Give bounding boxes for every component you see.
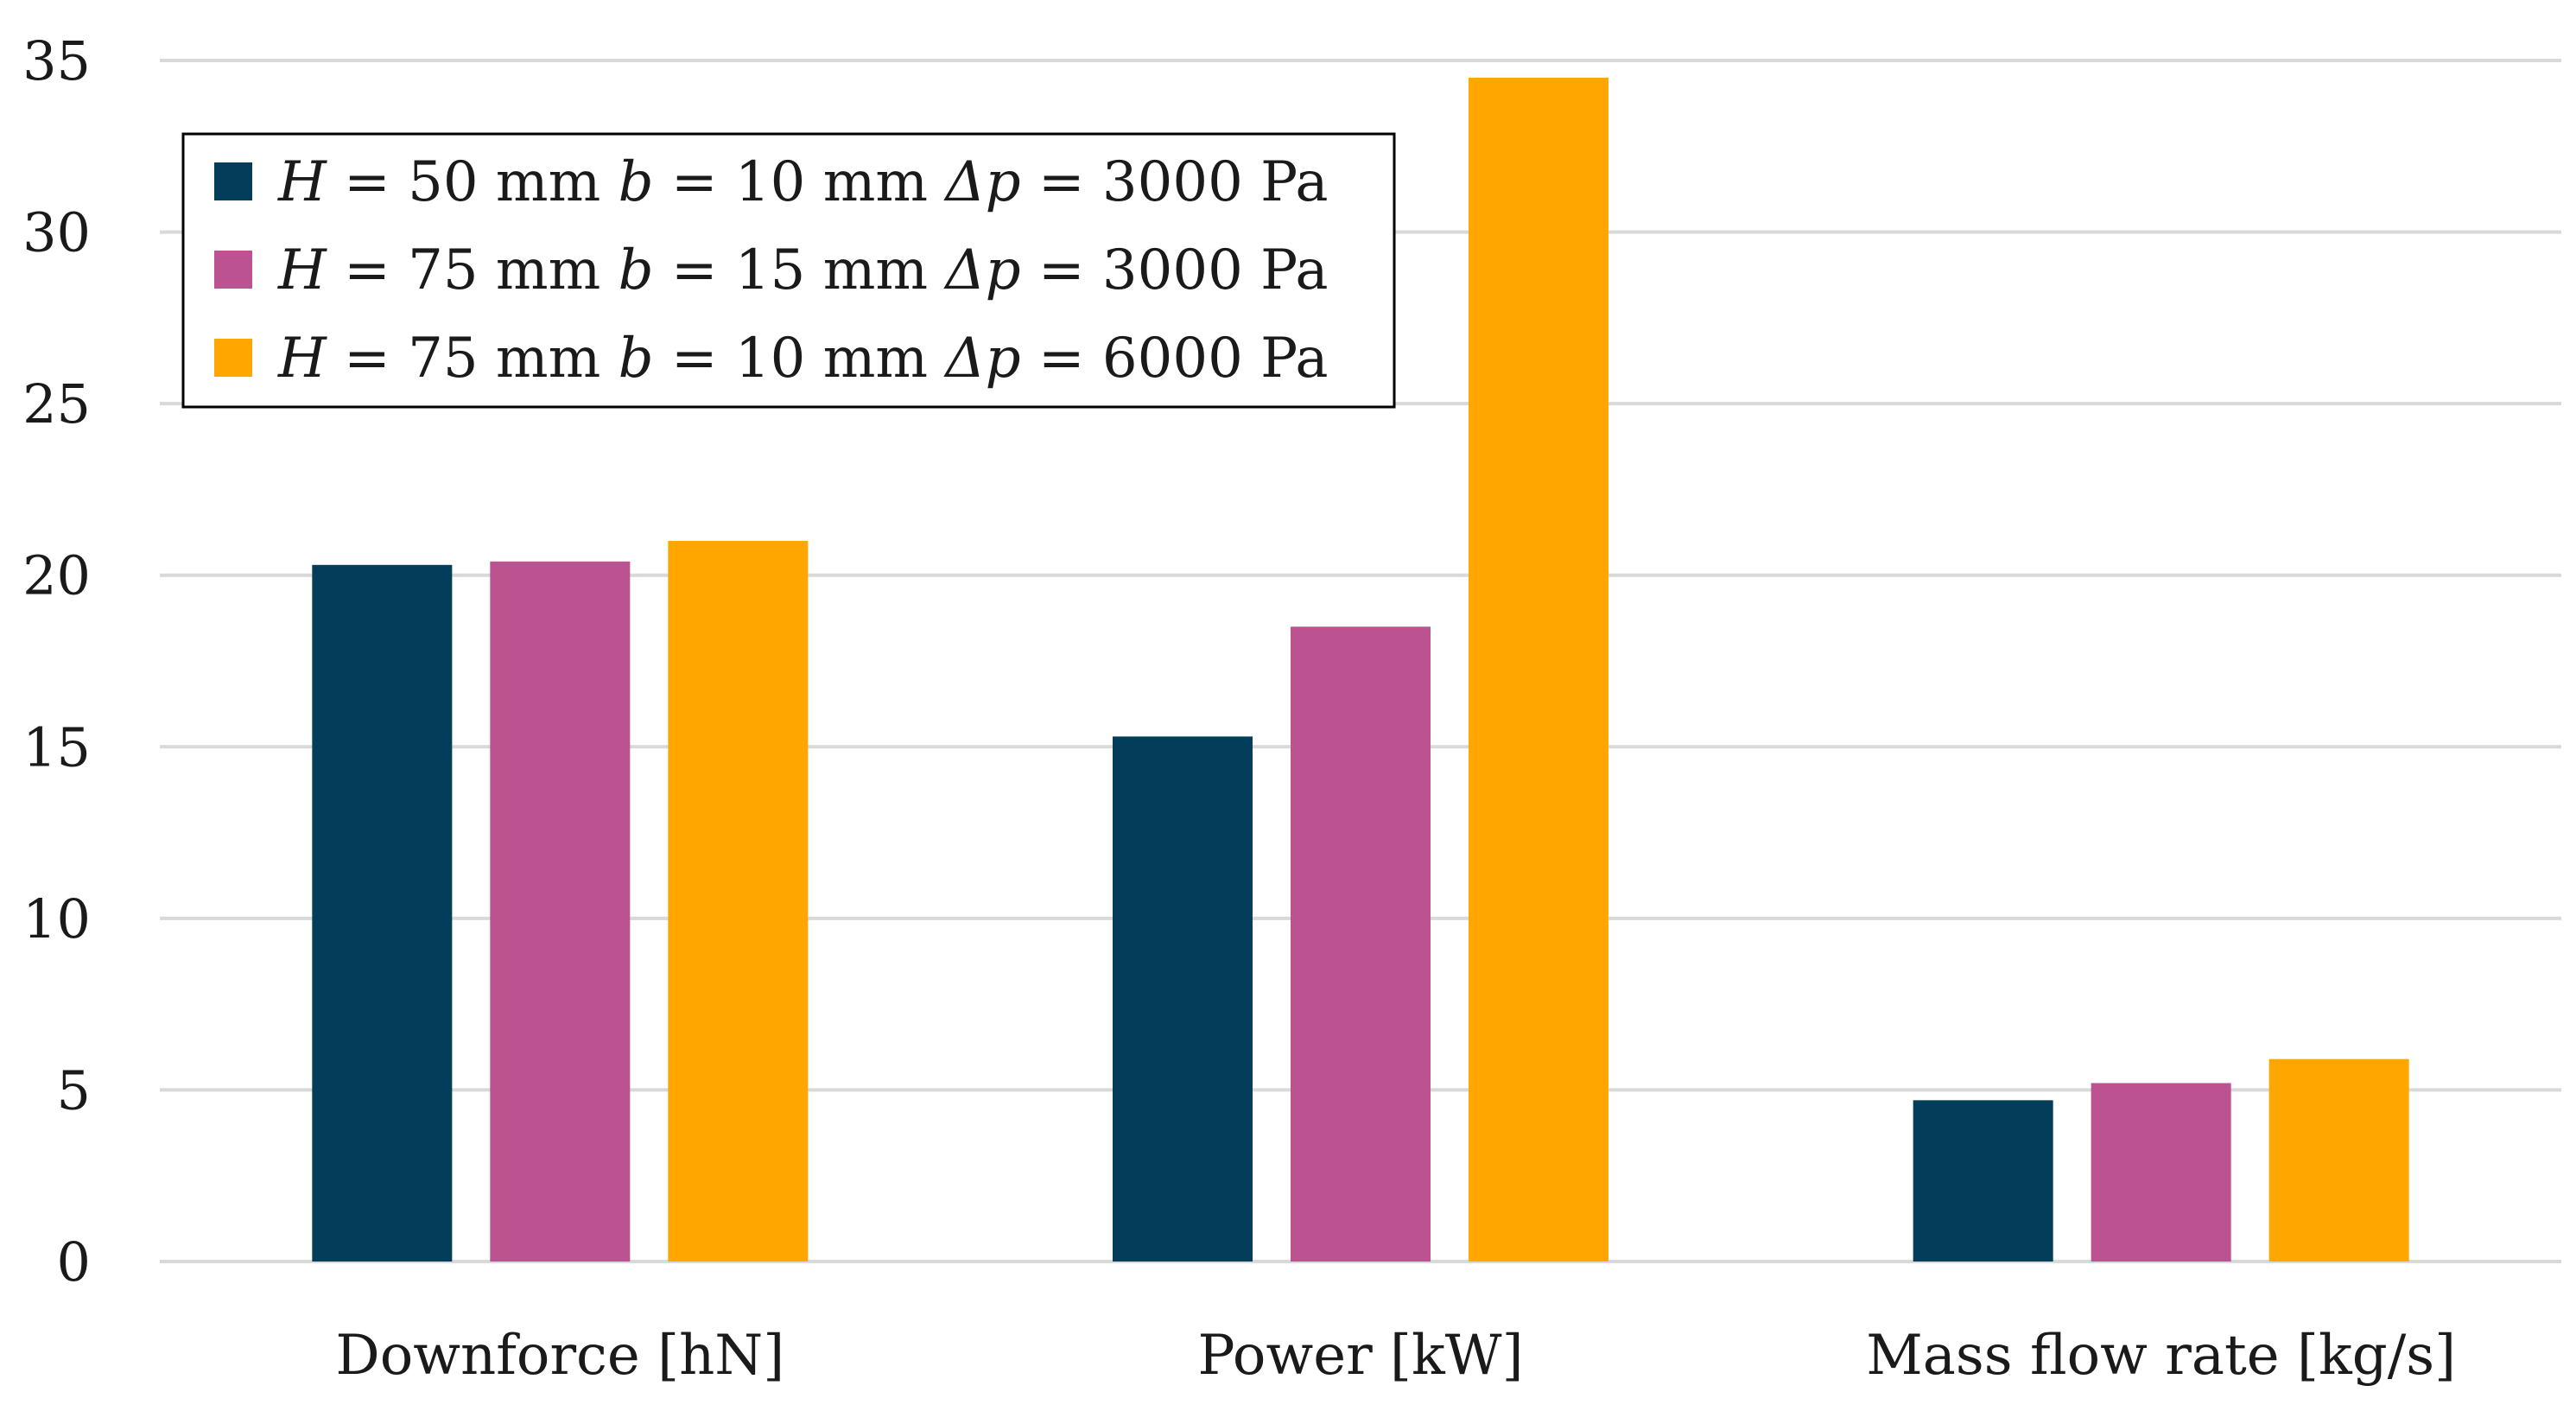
- legend-label: H = 75 mm b = 10 mm Δp = 6000 Pa: [277, 327, 1328, 391]
- bar-3-3: [2268, 1058, 2409, 1262]
- bars: [312, 77, 2409, 1262]
- legend-box: [181, 132, 1396, 409]
- bar-2-1: [490, 561, 631, 1262]
- y-tick-label: 20: [22, 544, 91, 607]
- y-tick-label: 5: [57, 1058, 91, 1122]
- bar-1-2: [1113, 736, 1253, 1262]
- bar-2-3: [2091, 1083, 2231, 1262]
- legend-label: H = 75 mm b = 15 mm Δp = 3000 Pa: [277, 238, 1328, 302]
- bar-1-3: [1913, 1100, 2053, 1262]
- x-axis-categories: Downforce [hN] Power [kW] Mass flow rate […: [335, 1324, 2456, 1388]
- x-category-label: Downforce [hN]: [335, 1324, 784, 1388]
- y-tick-label: 25: [22, 372, 91, 435]
- x-category-label: Mass flow rate [kg/s]: [1866, 1324, 2456, 1388]
- y-axis-ticks: 0 5 10 15 20 25 30 35: [22, 29, 91, 1293]
- y-tick-label: 15: [22, 715, 91, 779]
- legend: H = 50 mm b = 10 mm Δp = 3000 Pa H = 75 m…: [181, 132, 1396, 409]
- y-tick-label: 10: [22, 887, 91, 950]
- bar-3-1: [668, 541, 809, 1262]
- y-tick-label: 30: [22, 201, 91, 264]
- x-category-label: Power [kW]: [1197, 1324, 1523, 1388]
- bar-2-2: [1291, 626, 1431, 1262]
- legend-swatch: [214, 162, 252, 200]
- bar-1-1: [312, 564, 453, 1262]
- bar-3-2: [1469, 77, 1608, 1262]
- y-tick-label: 35: [22, 29, 91, 92]
- legend-swatch: [214, 339, 252, 377]
- legend-swatch: [214, 251, 252, 289]
- legend-label: H = 50 mm b = 10 mm Δp = 3000 Pa: [277, 150, 1328, 214]
- y-tick-label: 0: [57, 1230, 91, 1293]
